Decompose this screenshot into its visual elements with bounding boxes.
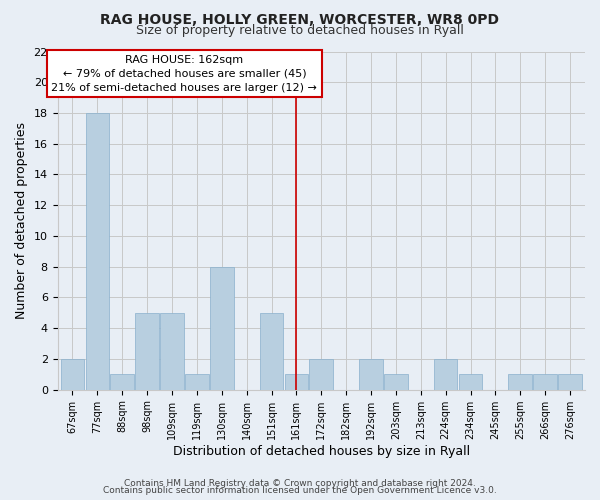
Bar <box>160 313 184 390</box>
Y-axis label: Number of detached properties: Number of detached properties <box>15 122 28 319</box>
Bar <box>260 313 283 390</box>
Bar <box>359 359 383 390</box>
Bar <box>110 374 134 390</box>
Bar <box>508 374 532 390</box>
X-axis label: Distribution of detached houses by size in Ryall: Distribution of detached houses by size … <box>173 444 470 458</box>
Bar <box>459 374 482 390</box>
Bar <box>310 359 333 390</box>
Bar <box>86 113 109 390</box>
Text: Contains HM Land Registry data © Crown copyright and database right 2024.: Contains HM Land Registry data © Crown c… <box>124 478 476 488</box>
Text: RAG HOUSE: 162sqm
← 79% of detached houses are smaller (45)
21% of semi-detached: RAG HOUSE: 162sqm ← 79% of detached hous… <box>52 54 317 92</box>
Bar <box>135 313 159 390</box>
Bar <box>558 374 582 390</box>
Text: Contains public sector information licensed under the Open Government Licence v3: Contains public sector information licen… <box>103 486 497 495</box>
Text: Size of property relative to detached houses in Ryall: Size of property relative to detached ho… <box>136 24 464 37</box>
Bar <box>185 374 209 390</box>
Bar <box>284 374 308 390</box>
Text: RAG HOUSE, HOLLY GREEN, WORCESTER, WR8 0PD: RAG HOUSE, HOLLY GREEN, WORCESTER, WR8 0… <box>101 12 499 26</box>
Bar <box>210 266 233 390</box>
Bar <box>384 374 408 390</box>
Bar <box>434 359 457 390</box>
Bar <box>533 374 557 390</box>
Bar <box>61 359 84 390</box>
